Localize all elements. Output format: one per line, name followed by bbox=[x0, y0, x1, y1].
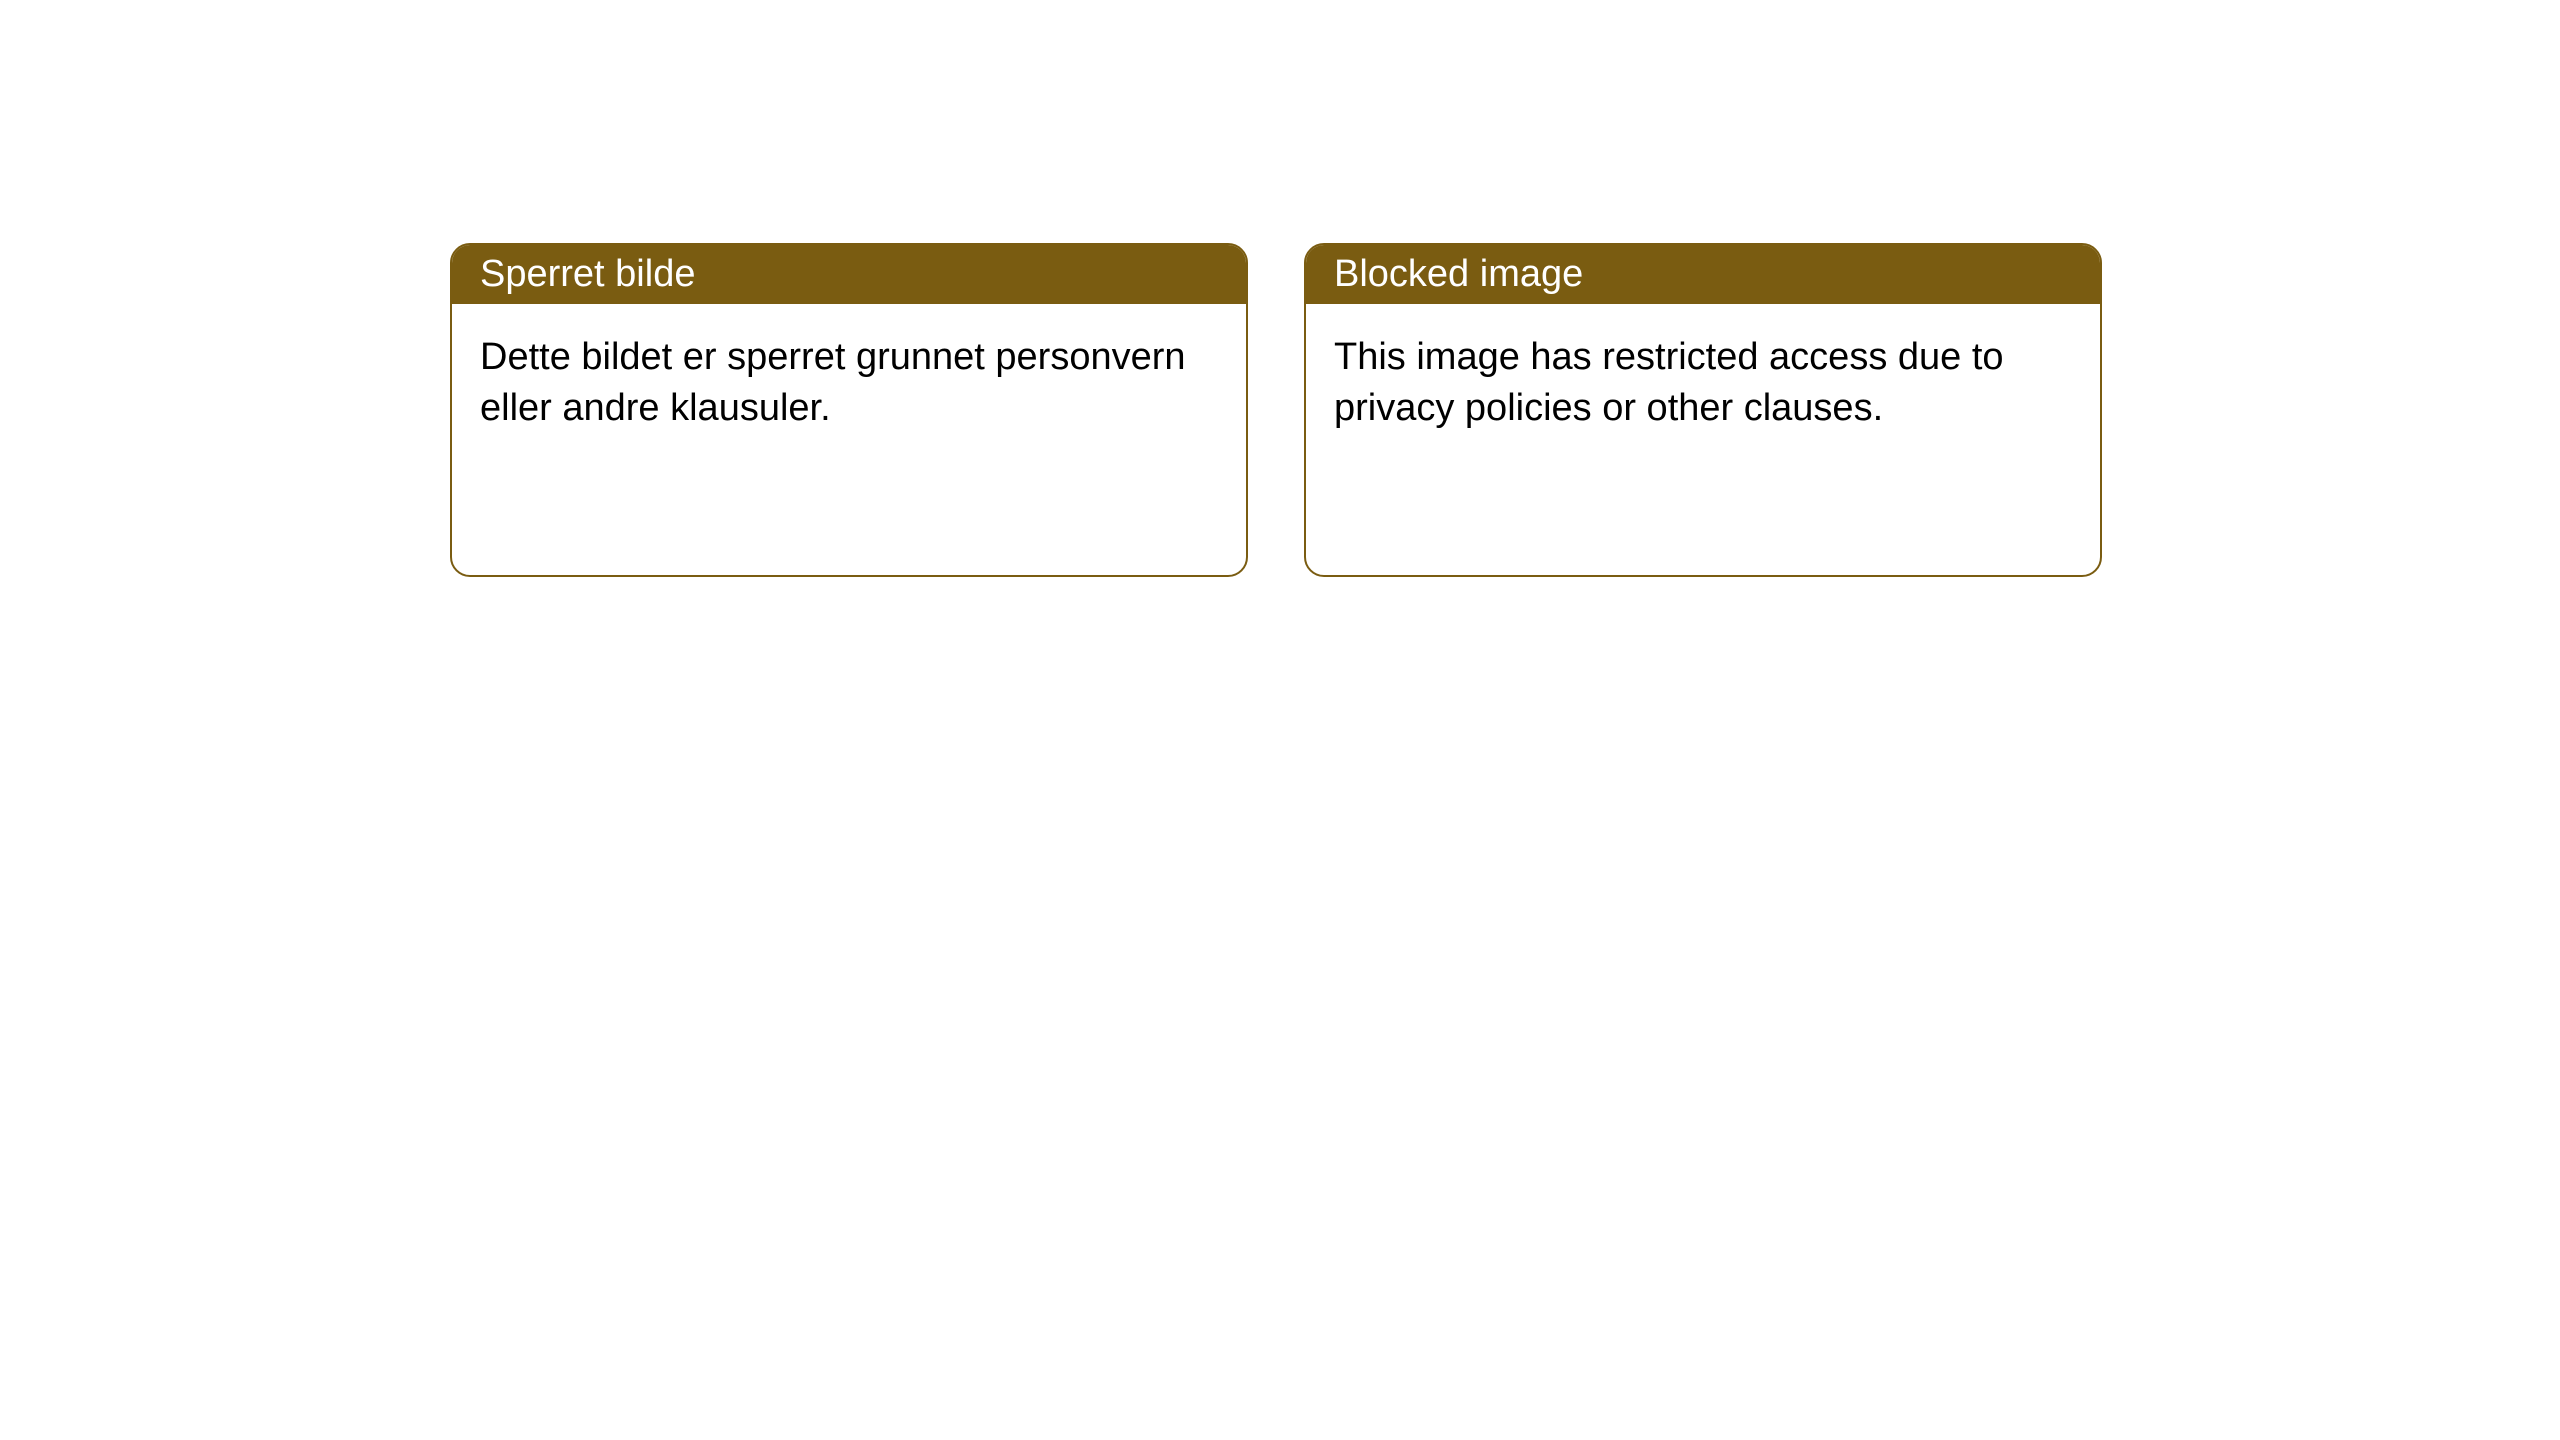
notice-card-no: Sperret bilde Dette bildet er sperret gr… bbox=[450, 243, 1248, 577]
notice-card-body-no: Dette bildet er sperret grunnet personve… bbox=[452, 304, 1246, 463]
notice-card-header-en: Blocked image bbox=[1306, 245, 2100, 304]
notice-card-body-en: This image has restricted access due to … bbox=[1306, 304, 2100, 463]
notice-container: Sperret bilde Dette bildet er sperret gr… bbox=[0, 0, 2560, 577]
notice-card-en: Blocked image This image has restricted … bbox=[1304, 243, 2102, 577]
notice-card-header-no: Sperret bilde bbox=[452, 245, 1246, 304]
